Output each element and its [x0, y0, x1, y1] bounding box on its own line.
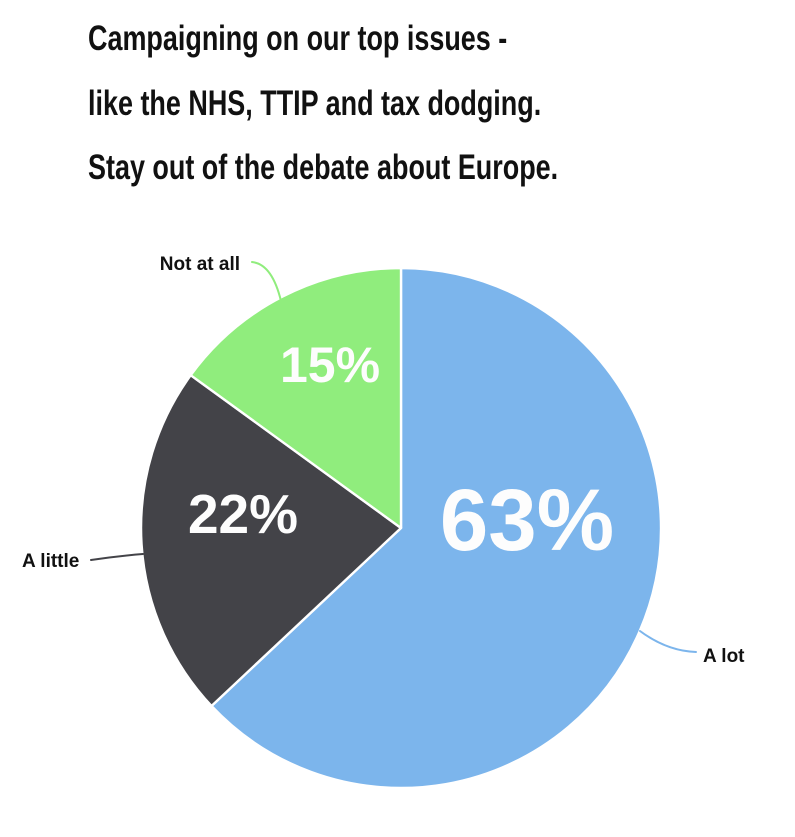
- pct-label-a-lot: 63%: [440, 472, 614, 569]
- category-label-a-lot: A lot: [703, 646, 745, 667]
- chart-title: Campaigning on our top issues - like the…: [88, 7, 558, 201]
- leader-line-a-lot: [639, 630, 697, 653]
- leader-line-not-at-all: [251, 261, 282, 302]
- chart-title-line-1: Campaigning on our top issues -: [88, 19, 508, 58]
- pie-slice-not-at-all[interactable]: [189, 266, 403, 530]
- pct-label-not-at-all: 15%: [280, 337, 380, 393]
- leader-line-a-little: [90, 553, 144, 561]
- category-label-not-at-all: Not at all: [160, 254, 240, 275]
- chart-title-line-2: like the NHS, TTIP and tax dodging.: [88, 83, 542, 123]
- pct-label-a-little: 22%: [188, 483, 298, 545]
- chart-title-line-3: Stay out of the debate about Europe.: [88, 148, 559, 187]
- category-label-a-little: A little: [22, 551, 79, 572]
- pie-slice-a-little[interactable]: [139, 374, 403, 708]
